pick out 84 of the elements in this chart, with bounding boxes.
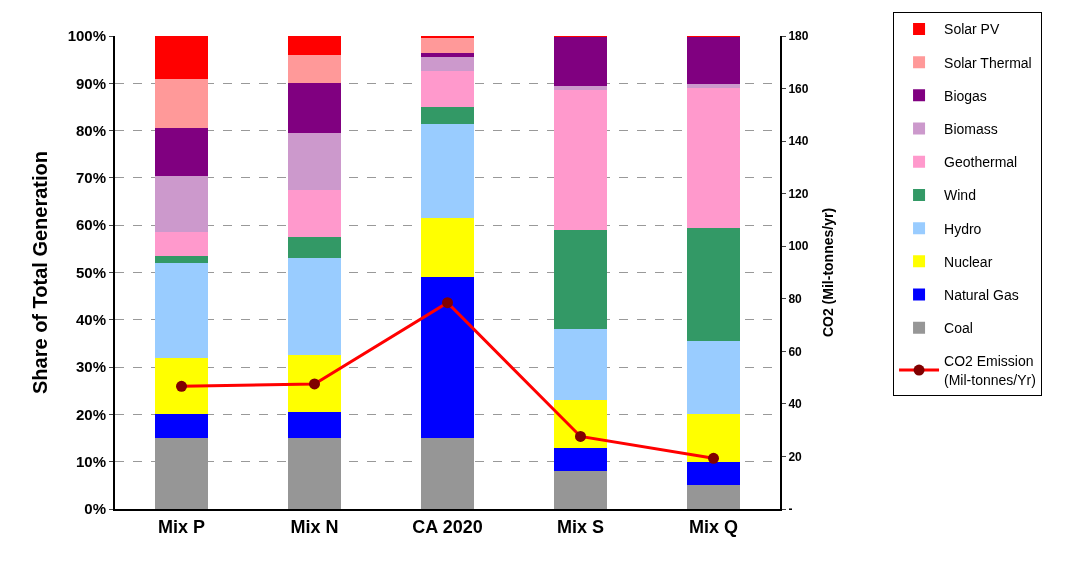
bar <box>287 237 342 259</box>
y-tick-label: 90% <box>75 74 106 92</box>
bar <box>553 229 608 330</box>
legend-label: Hydro <box>944 220 982 237</box>
point <box>442 297 453 309</box>
y-tick-label: 20% <box>75 405 106 423</box>
y2-tick-label: 60 <box>788 344 803 359</box>
bar <box>686 36 741 85</box>
bar <box>420 277 475 439</box>
legend-label: Solar Thermal <box>944 54 1032 71</box>
legend-label: Solar PV <box>944 21 1000 38</box>
legend-label: Natural Gas <box>944 287 1019 304</box>
bar <box>154 414 209 439</box>
y-tick-label: 80% <box>75 121 106 139</box>
bar <box>553 471 608 509</box>
bar <box>553 90 608 230</box>
y2-tick-label: - <box>788 502 793 517</box>
bar <box>154 36 209 79</box>
bar <box>287 83 342 133</box>
y-tick-label: 60% <box>75 216 106 234</box>
bar <box>686 84 741 89</box>
bar <box>686 88 741 228</box>
y-tick-label: 100% <box>67 27 106 45</box>
bar <box>154 357 209 415</box>
bar <box>686 414 741 462</box>
bar <box>154 175 209 233</box>
y2-axis-title: CO2 (Mil-tonnes/yr) <box>819 207 836 338</box>
bar <box>420 106 475 124</box>
bar <box>420 57 475 72</box>
point <box>176 380 187 392</box>
bar <box>420 123 475 219</box>
legend-label: CO2 Emission (Mil-tonnes/Yr) <box>944 353 1036 388</box>
bar <box>287 412 342 439</box>
legend-label: Coal <box>944 320 973 337</box>
bar <box>287 36 342 55</box>
y2-tick-label: 80 <box>788 291 803 306</box>
bar <box>154 128 209 176</box>
y-tick-label: 30% <box>75 358 106 376</box>
point <box>575 430 586 442</box>
bar <box>287 355 342 413</box>
bar <box>686 485 741 509</box>
bar <box>154 263 209 358</box>
bar <box>287 258 342 356</box>
bar <box>686 341 741 415</box>
bar <box>686 461 741 486</box>
y-axis-title: Share of Total Generation <box>28 151 51 394</box>
bar <box>287 132 342 190</box>
x-tick-label: Mix Q <box>688 516 739 537</box>
legend-label: Biogas <box>944 87 987 104</box>
y-tick-label: 50% <box>75 263 106 281</box>
legend-label: Wind <box>944 187 976 204</box>
legend-label: Geothermal <box>944 154 1018 171</box>
y-tick-label: 40% <box>75 311 106 329</box>
bar <box>420 218 475 278</box>
x-tick-label: Mix N <box>290 516 339 537</box>
bar <box>287 54 342 84</box>
x-tick-label: CA 2020 <box>412 516 483 537</box>
y2-tick-label: 40 <box>788 397 803 412</box>
bar <box>420 37 475 53</box>
y2-tick-label: 160 <box>788 81 809 96</box>
bar <box>553 447 608 472</box>
bar <box>420 71 475 107</box>
y2-tick-label: 20 <box>788 449 803 464</box>
bar <box>686 227 741 342</box>
legend-label: Nuclear <box>944 253 993 270</box>
bar <box>553 329 608 401</box>
legend-label: Biomass <box>944 121 998 138</box>
point <box>309 378 320 390</box>
y-tick-label: 10% <box>75 452 106 470</box>
y2-tick-label: 180 <box>788 29 809 44</box>
bar <box>154 78 209 129</box>
y-tick-label: 0% <box>84 500 106 518</box>
bar <box>154 232 209 256</box>
y2-tick-label: 140 <box>788 134 809 149</box>
y2-tick-label: 120 <box>788 186 809 201</box>
point <box>708 452 719 464</box>
bar <box>553 36 608 86</box>
x-tick-label: Mix P <box>157 516 206 537</box>
y2-tick-label: 100 <box>788 239 809 254</box>
bar <box>287 189 342 238</box>
y-tick-label: 70% <box>75 169 106 187</box>
bar <box>287 438 342 509</box>
x-tick-label: Mix S <box>556 516 605 537</box>
bar <box>154 255 209 264</box>
